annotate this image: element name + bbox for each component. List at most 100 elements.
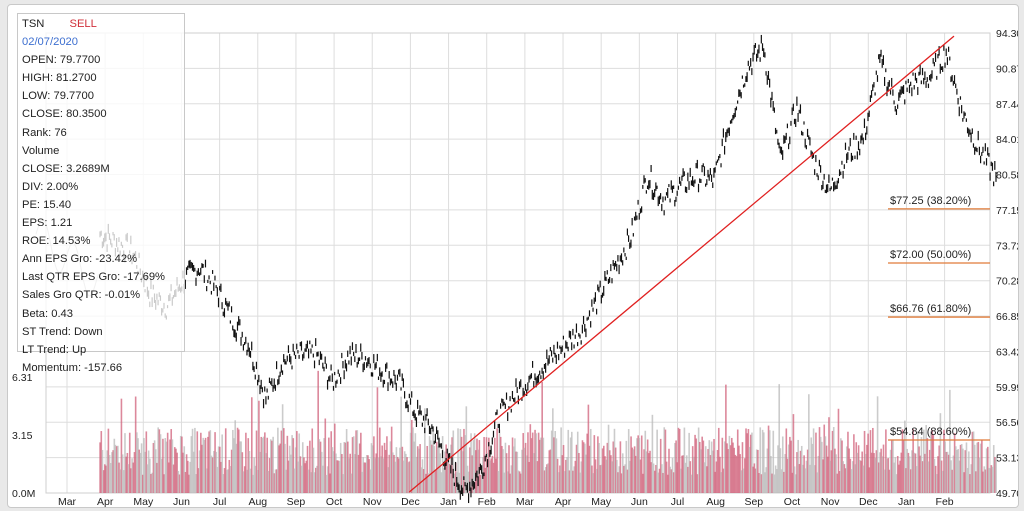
volume-bar xyxy=(592,473,594,493)
volume-bar xyxy=(224,428,227,493)
volume-bar xyxy=(405,453,407,493)
volume-bar xyxy=(930,431,932,493)
price-tick-label: 59.99 xyxy=(996,382,1018,394)
volume-bar xyxy=(470,433,472,493)
volume-bar xyxy=(287,460,290,493)
volume-bar xyxy=(502,449,504,493)
volume-bar xyxy=(735,456,738,493)
price-tick-label: 49.70 xyxy=(996,488,1018,500)
volume-bar xyxy=(669,466,671,493)
volume-bar xyxy=(612,441,615,493)
volume-bar xyxy=(682,455,685,493)
volume-bar xyxy=(859,459,861,493)
volume-bar xyxy=(837,408,840,493)
volume-bar xyxy=(642,473,644,493)
volume-bar xyxy=(540,437,542,493)
volume-bar xyxy=(395,447,398,493)
volume-bar xyxy=(579,472,581,493)
volume-bar xyxy=(689,461,692,493)
volume-bar xyxy=(324,418,327,493)
volume-bar xyxy=(915,466,918,493)
info-row: PE: 15.40 xyxy=(22,198,72,211)
volume-bar xyxy=(653,470,656,493)
volume-bar xyxy=(403,451,406,493)
volume-bar xyxy=(854,464,856,493)
volume-bar xyxy=(108,454,111,493)
volume-bar xyxy=(445,444,447,493)
volume-bar xyxy=(227,469,229,493)
volume-bar xyxy=(413,441,415,493)
volume-bar xyxy=(787,444,790,493)
volume-bar xyxy=(913,452,916,493)
volume-bar xyxy=(791,472,794,493)
volume-bar xyxy=(561,455,564,493)
volume-bar xyxy=(944,441,946,493)
volume-bar xyxy=(307,469,310,493)
volume-bar xyxy=(115,446,118,493)
volume-bar xyxy=(191,428,194,493)
volume-bar xyxy=(761,429,764,493)
volume-bar xyxy=(995,457,997,493)
volume-bar xyxy=(258,400,260,493)
volume-bar xyxy=(591,465,593,493)
volume-bar xyxy=(255,430,258,493)
volume-bar xyxy=(484,467,487,493)
volume-bar xyxy=(732,442,734,493)
volume-bar xyxy=(663,427,666,493)
volume-bar xyxy=(847,431,849,493)
volume-bar xyxy=(951,469,954,493)
volume-bar xyxy=(574,460,577,493)
volume-bar xyxy=(616,459,618,493)
volume-bar xyxy=(603,445,605,493)
volume-bar xyxy=(767,425,770,493)
volume-bar xyxy=(706,466,708,493)
x-tick-label: Dec xyxy=(401,496,420,507)
volume-bar xyxy=(876,396,879,493)
volume-bar xyxy=(648,453,650,493)
price-tick-label: 63.42 xyxy=(996,346,1018,358)
volume-bar xyxy=(759,427,762,493)
volume-bar xyxy=(792,414,795,493)
volume-bar xyxy=(402,460,405,493)
volume-bar xyxy=(451,437,453,493)
volume-bar xyxy=(363,462,366,493)
volume-bar xyxy=(582,442,585,493)
volume-bar xyxy=(113,438,116,493)
volume-bar xyxy=(729,445,732,493)
volume-bar xyxy=(467,471,470,493)
volume-bar xyxy=(627,429,630,493)
volume-bar xyxy=(219,446,221,493)
volume-bar xyxy=(530,438,533,493)
volume-bar xyxy=(738,445,740,493)
volume-bar xyxy=(573,466,575,493)
volume-bar xyxy=(668,448,670,493)
volume-bar xyxy=(293,468,296,493)
x-tick-label: Apr xyxy=(555,496,572,507)
volume-bar xyxy=(415,456,418,493)
volume-bar xyxy=(448,463,451,493)
volume-bar xyxy=(618,466,621,493)
volume-bar xyxy=(273,473,276,493)
volume-bar xyxy=(550,430,553,493)
volume-bar xyxy=(893,462,895,493)
volume-bar xyxy=(645,451,648,493)
volume-bar xyxy=(165,441,168,493)
volume-bar xyxy=(491,455,494,493)
volume-bar xyxy=(279,443,282,493)
volume-bar xyxy=(511,437,514,493)
volume-bar xyxy=(496,428,498,493)
volume-bar xyxy=(630,436,632,493)
volume-bar xyxy=(853,434,855,493)
volume-bar xyxy=(306,445,309,493)
volume-bar xyxy=(566,457,568,493)
volume-bar xyxy=(554,431,557,493)
volume-bar xyxy=(328,437,330,493)
volume-bar xyxy=(112,450,114,493)
volume-bar xyxy=(586,433,589,493)
trendline xyxy=(408,35,955,493)
volume-bar xyxy=(444,451,446,493)
volume-bar xyxy=(972,431,975,493)
volume-bar xyxy=(789,436,791,493)
volume-bar xyxy=(716,450,719,493)
volume-bar xyxy=(932,434,935,493)
